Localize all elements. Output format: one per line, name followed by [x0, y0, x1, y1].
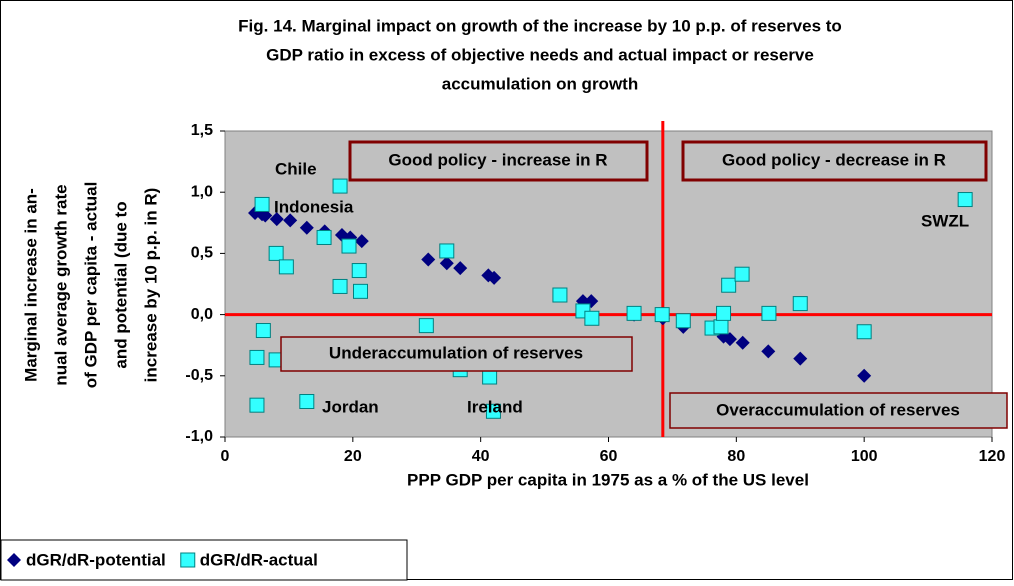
chart-title: accumulation on growth	[442, 74, 638, 93]
diamond-point	[722, 332, 737, 347]
y-tick-label: -0,5	[185, 367, 213, 384]
plot-area	[224, 130, 993, 438]
boxed-label: Overaccumulation of reserves	[716, 400, 960, 419]
annotation: Ireland	[467, 397, 523, 416]
x-tick-label: 60	[600, 448, 618, 465]
x-tick-label: 0	[221, 448, 230, 465]
square-point	[552, 287, 568, 303]
square-point	[716, 305, 732, 321]
square-point	[734, 266, 750, 282]
annotation: Indonesia	[274, 197, 354, 216]
diamond-point	[487, 270, 502, 285]
boxed-label: Underaccumulation of reserves	[329, 343, 583, 362]
diamond-point	[421, 252, 436, 267]
square-point	[418, 318, 434, 334]
legend-items: dGR/dR-potential dGR/dR-actual	[7, 550, 318, 569]
legend-marker	[7, 553, 21, 567]
square-point	[761, 305, 777, 321]
square-point	[341, 238, 357, 254]
square-point	[713, 319, 729, 335]
diamond-point	[299, 220, 314, 235]
square-point	[957, 192, 973, 208]
square-point	[299, 394, 315, 410]
diamond-point	[761, 344, 776, 359]
x-tick-label: 120	[979, 448, 1006, 465]
square-point	[249, 349, 265, 365]
diamond-point	[354, 234, 369, 249]
y-axis-label: and potential (due to	[111, 201, 130, 368]
square-point	[584, 310, 600, 326]
marks	[220, 121, 993, 442]
square-point	[654, 307, 670, 323]
diamond-point	[453, 261, 468, 276]
chart-title: GDP ratio in excess of objective needs a…	[266, 45, 814, 64]
square-point	[721, 277, 737, 293]
x-tick-label: 20	[344, 448, 362, 465]
square-point	[254, 196, 270, 212]
diamond-point	[439, 256, 454, 271]
square-point	[278, 259, 294, 275]
x-tick-label: 100	[851, 448, 878, 465]
y-axis-label: of GDP per capita - actual	[81, 182, 100, 389]
square-point	[255, 323, 271, 339]
square-point	[249, 397, 265, 413]
diamond-point	[258, 208, 273, 223]
label-box	[681, 140, 988, 182]
annotations: Chile Indonesia Jordan Ireland SWZL Good…	[274, 140, 1008, 429]
label-box	[348, 140, 649, 182]
label-box	[669, 392, 1008, 429]
square-point	[675, 313, 691, 329]
square-point	[332, 278, 348, 294]
legend-label: dGR/dR-potential	[26, 550, 166, 569]
diamond-point	[857, 368, 872, 383]
square-point	[856, 324, 872, 340]
x-tick-label: 40	[472, 448, 490, 465]
y-tick-label: 1,0	[191, 183, 213, 200]
y-axis-label: increase by 10 p.p. in R)	[141, 188, 160, 383]
square-point	[626, 305, 642, 321]
annotation: Chile	[275, 159, 317, 178]
label-box	[280, 336, 633, 372]
square-point	[332, 178, 348, 194]
diamond-point	[283, 213, 298, 228]
y-tick-label: 1,5	[191, 122, 213, 139]
y-tick-label: 0,5	[191, 245, 213, 262]
diamond-point	[793, 351, 808, 366]
square-point	[792, 296, 808, 312]
annotation: Jordan	[322, 397, 379, 416]
y-tick-label: 0,0	[191, 306, 213, 323]
x-tick-label: 80	[727, 448, 745, 465]
x-axis-label: PPP GDP per capita in 1975 as a % of the…	[407, 470, 809, 489]
legend-label: dGR/dR-actual	[200, 550, 318, 569]
diamond-point	[735, 335, 750, 350]
annotation: SWZL	[921, 211, 969, 230]
square-point	[439, 243, 455, 259]
square-point	[268, 245, 284, 261]
diamond-point	[269, 212, 284, 227]
y-tick-label: -1,0	[185, 428, 213, 445]
square-point	[351, 263, 367, 279]
boxed-label: Good policy - increase in R	[388, 150, 607, 169]
legend	[0, 539, 408, 581]
legend-marker	[180, 552, 196, 568]
y-axis-label: nual average growth rate	[51, 184, 70, 385]
square-point	[353, 283, 369, 299]
chart-title: Fig. 14. Marginal impact on growth of th…	[238, 16, 842, 35]
square-point	[482, 369, 498, 385]
square-point	[316, 229, 332, 245]
y-axis-label: Marginal increase in an-	[21, 188, 40, 382]
boxed-label: Good policy - decrease in R	[722, 150, 946, 169]
square-point	[485, 403, 501, 419]
